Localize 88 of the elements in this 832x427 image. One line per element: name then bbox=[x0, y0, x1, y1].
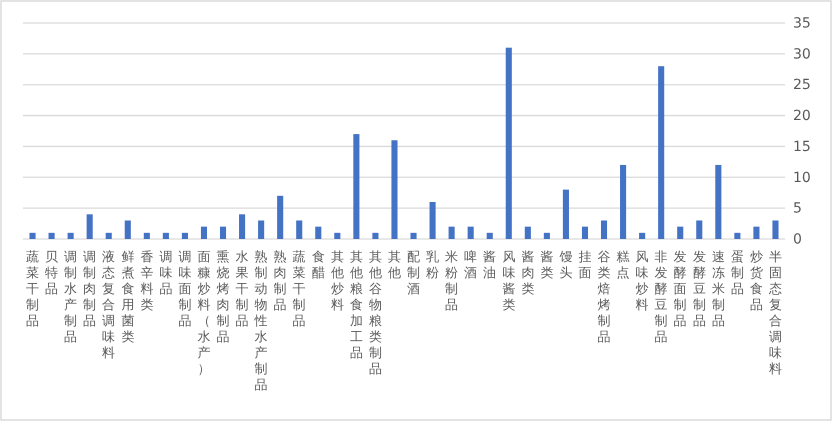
x-tick-label: 调味面制品 bbox=[178, 250, 192, 329]
bar bbox=[506, 48, 512, 239]
x-tick-label: 其他炒料 bbox=[330, 250, 344, 313]
bar bbox=[544, 232, 550, 239]
bar bbox=[753, 226, 760, 239]
bar bbox=[296, 220, 302, 239]
bar bbox=[600, 220, 608, 239]
x-tick-label: 发酵豆制品 bbox=[692, 250, 706, 329]
y-tick-label: 0 bbox=[793, 231, 802, 248]
bar bbox=[200, 226, 208, 239]
bar bbox=[639, 232, 646, 239]
bar bbox=[106, 232, 112, 239]
bar bbox=[448, 226, 455, 239]
x-tick-label: 其他粮食加工品 bbox=[350, 250, 363, 361]
bar bbox=[658, 66, 664, 239]
x-tick-label: 调制水产制品 bbox=[64, 250, 78, 345]
x-tick-label: 液态复合调味料 bbox=[101, 250, 116, 361]
bar bbox=[124, 220, 131, 239]
x-tick-label: 水果干制品 bbox=[236, 250, 249, 329]
bar bbox=[144, 232, 150, 239]
x-tick-label: 酱肉类 bbox=[521, 250, 534, 297]
y-tick-label: 15 bbox=[793, 138, 811, 155]
bar bbox=[734, 232, 740, 239]
bar bbox=[48, 232, 55, 239]
bar bbox=[334, 232, 340, 239]
x-tick-label: 发酵面制品 bbox=[674, 250, 687, 329]
bar bbox=[220, 226, 226, 239]
bar bbox=[391, 140, 398, 239]
bar bbox=[277, 196, 284, 239]
y-tick-label: 5 bbox=[793, 200, 802, 217]
bar bbox=[696, 220, 702, 239]
y-tick-label: 20 bbox=[793, 108, 811, 124]
x-tick-label: 挂面 bbox=[578, 250, 592, 281]
bar bbox=[86, 214, 93, 239]
x-tick-label: 面糠炒料（水产） bbox=[197, 250, 210, 377]
bar bbox=[68, 232, 74, 239]
bar bbox=[182, 232, 188, 239]
x-tick-label: 速冻米制品 bbox=[712, 250, 725, 329]
bar bbox=[524, 226, 531, 239]
x-tick-label: 其他 bbox=[388, 250, 401, 281]
bar bbox=[620, 164, 626, 239]
x-tick-label: 啤酒 bbox=[464, 250, 478, 281]
x-tick-label: 糕点 bbox=[616, 250, 630, 281]
x-tick-label: 乳粉 bbox=[426, 250, 440, 281]
x-tick-label: 非发酵豆制品 bbox=[654, 250, 668, 345]
x-tick-label: 鲜煮食用菌类 bbox=[121, 250, 134, 345]
bar bbox=[486, 232, 493, 239]
x-tick-label: 调味品 bbox=[159, 250, 172, 297]
bar bbox=[582, 226, 588, 239]
bar bbox=[772, 220, 779, 239]
x-tick-label: 熟肉制品 bbox=[274, 250, 287, 313]
x-tick-label: 调制肉制品 bbox=[83, 250, 96, 329]
x-tick-label: 食醋 bbox=[312, 250, 325, 281]
x-tick-label: 酱类 bbox=[540, 250, 554, 281]
x-tick-label: 米粉制品 bbox=[445, 250, 458, 313]
category-label: 熟制动物性水产制品 bbox=[254, 250, 268, 393]
y-tick-label: 35 bbox=[793, 15, 811, 32]
bar bbox=[239, 214, 246, 239]
x-tick-label: 配制酒 bbox=[407, 250, 420, 297]
x-tick-label: 贝特品 bbox=[45, 250, 58, 297]
y-tick-label: 25 bbox=[793, 77, 811, 94]
x-tick-label: 熏烧烤肉制品 bbox=[216, 250, 230, 345]
bar bbox=[258, 220, 264, 239]
x-tick-label: 半固态复合调味料 bbox=[768, 250, 782, 377]
x-tick-label: 香辛料类 bbox=[140, 250, 154, 313]
bar bbox=[715, 164, 722, 239]
x-tick-label: 风味酱类 bbox=[502, 250, 516, 313]
bar bbox=[315, 226, 322, 239]
bar bbox=[29, 232, 36, 239]
x-tick-label: 谷类焙烤制品 bbox=[598, 250, 611, 345]
x-tick-label: 馒头 bbox=[558, 250, 572, 281]
bar bbox=[162, 232, 169, 239]
bar bbox=[372, 232, 378, 239]
bar bbox=[468, 226, 474, 239]
x-tick-label: 蔬菜干制品 bbox=[26, 250, 40, 329]
bar bbox=[410, 232, 417, 239]
bar bbox=[430, 202, 436, 239]
bar bbox=[353, 134, 360, 239]
x-tick-label: 蛋制品 bbox=[730, 250, 744, 297]
bar bbox=[562, 190, 569, 239]
y-tick-label: 30 bbox=[793, 46, 811, 62]
x-tick-label: 其他谷物粮类制品 bbox=[368, 250, 382, 377]
y-tick-label: 10 bbox=[793, 170, 811, 186]
x-tick-label: 酱油 bbox=[483, 250, 496, 281]
x-tick-label: 炒货食品 bbox=[750, 250, 763, 313]
x-tick-label: 蔬菜干制品 bbox=[292, 250, 306, 329]
bar bbox=[677, 226, 684, 239]
x-tick-label: 风味炒料 bbox=[636, 250, 649, 313]
